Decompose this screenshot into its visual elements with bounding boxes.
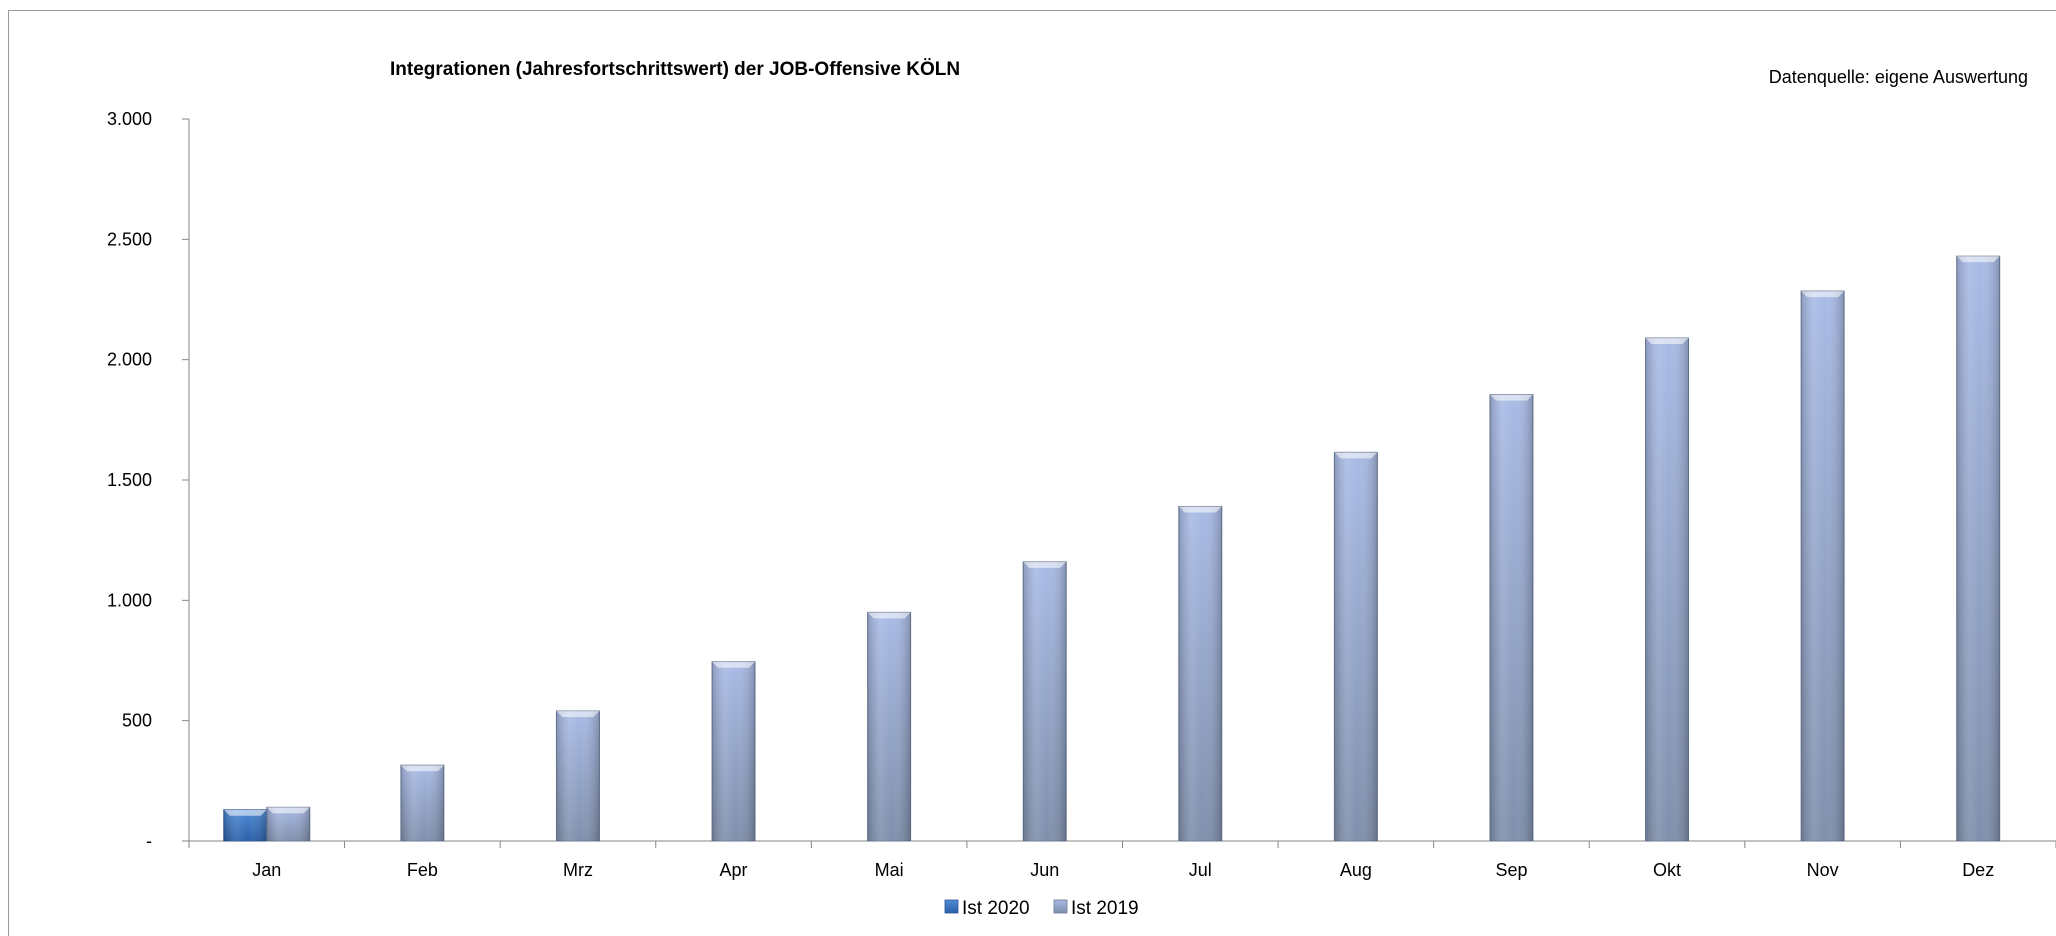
legend-label-ist-2019: Ist 2019 — [1071, 898, 1139, 919]
x-tick-label-mai: Mai — [875, 860, 904, 880]
bar-ist-2019-mai — [867, 611, 912, 842]
bar-ist-2019-jul — [1178, 505, 1223, 842]
bar-cap — [556, 711, 600, 718]
bar-ist-2019-jan — [266, 806, 311, 842]
y-tick-label: 3.000 — [107, 109, 152, 129]
x-axis: Jan Feb Mrz Apr Mai Jun Jul Aug Sep Okt Nov Dez — [188, 840, 2056, 880]
x-tick-label-feb: Feb — [407, 860, 438, 880]
x-tick-label-sep: Sep — [1495, 860, 1527, 880]
bar-cap — [1956, 256, 2000, 263]
bar-shading — [1023, 561, 1067, 841]
x-tick-label-dez: Dez — [1962, 860, 1994, 880]
bars — [223, 255, 2001, 842]
x-tick-label-nov: Nov — [1807, 860, 1839, 880]
bar-shading — [400, 765, 444, 841]
legend-swatch-ist-2020 — [944, 899, 959, 914]
x-tick-label-mrz: Mrz — [563, 860, 593, 880]
bar-shading — [1801, 291, 1845, 841]
bar-cap — [1801, 291, 1845, 298]
bar-shading — [1489, 394, 1533, 841]
bar-shading — [1645, 338, 1689, 841]
bar-ist-2019-aug — [1333, 451, 1378, 842]
y-axis: - 500 1.000 1.500 2.000 2.500 3.000 — [107, 109, 190, 851]
bar-ist-2019-jun — [1022, 561, 1067, 842]
x-tick-label-apr: Apr — [720, 860, 748, 880]
y-tick-label: 2.000 — [107, 350, 152, 370]
y-tick-label: - — [146, 831, 152, 851]
y-tick-label: 2.500 — [107, 229, 152, 249]
bar-shading — [1178, 506, 1222, 841]
bar-shading — [867, 612, 911, 841]
bar-cap — [223, 809, 267, 816]
bar-ist-2019-sep — [1489, 394, 1534, 842]
legend: Ist 2020 Ist 2019 — [944, 898, 1139, 919]
x-tick-label-aug: Aug — [1340, 860, 1372, 880]
legend-label-ist-2020: Ist 2020 — [962, 898, 1030, 919]
bar-ist-2019-mrz — [555, 710, 600, 842]
bar-shading — [1334, 452, 1378, 841]
chart-title: Integrationen (Jahresfortschrittswert) d… — [390, 59, 960, 80]
x-tick-label-jul: Jul — [1189, 860, 1212, 880]
x-tick-label-jun: Jun — [1030, 860, 1059, 880]
bar-cap — [1334, 452, 1378, 459]
bar-cap — [712, 661, 756, 668]
x-tick-label-okt: Okt — [1653, 860, 1681, 880]
bar-shading — [712, 661, 756, 841]
y-tick-label: 1.500 — [107, 470, 152, 490]
y-tick-label: 500 — [122, 711, 152, 731]
y-tick-label: 1.000 — [107, 590, 152, 610]
legend-swatch-ist-2019 — [1053, 899, 1068, 914]
bar-ist-2019-nov — [1800, 290, 1845, 842]
bar-cap — [1023, 561, 1067, 568]
bar-shading — [556, 711, 600, 841]
bar-ist-2019-apr — [711, 661, 756, 842]
bar-cap — [266, 807, 310, 814]
bar-shading — [1956, 256, 2000, 841]
data-source-note: Datenquelle: eigene Auswertung — [1769, 67, 2028, 87]
bar-cap — [867, 612, 911, 619]
bar-ist-2020-jan — [223, 809, 268, 842]
bar-ist-2019-okt — [1645, 337, 1690, 842]
bar-ist-2019-feb — [400, 764, 445, 842]
bar-cap — [1645, 338, 1689, 345]
x-tick-label-jan: Jan — [252, 860, 281, 880]
bar-cap — [1489, 394, 1533, 401]
bar-cap — [400, 765, 444, 772]
bar-cap — [1178, 506, 1222, 513]
bar-ist-2019-dez — [1956, 255, 2001, 842]
